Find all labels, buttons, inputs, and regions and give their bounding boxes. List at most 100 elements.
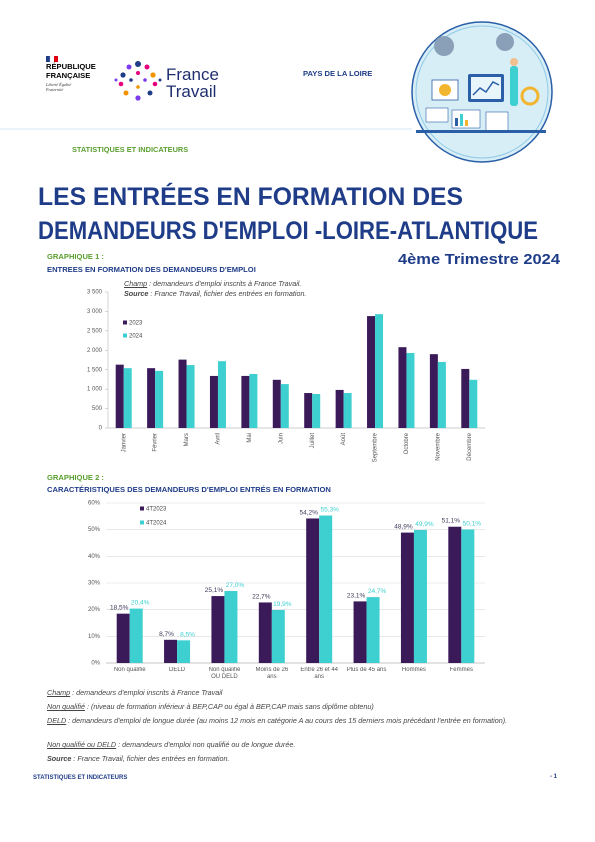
value-label: 23,1% [347, 592, 366, 599]
bar [155, 370, 164, 428]
value-label: 25,1% [205, 587, 224, 594]
y-tick-label: 40% [88, 554, 101, 560]
bar [164, 639, 178, 663]
bar [437, 361, 446, 428]
y-tick-label: 10% [88, 634, 101, 640]
note-text: : France Travail, fichier des entrées en… [71, 754, 230, 763]
legend-label: 2023 [129, 321, 143, 327]
note-text: : France Travail, fichier des entrées en… [148, 289, 307, 298]
bar [335, 389, 344, 428]
footnote: Champ : demandeurs d'emploi inscrits à F… [47, 688, 547, 698]
value-label: 22,7% [252, 593, 271, 600]
x-tick-label-box: DELD [169, 667, 186, 673]
x-tick-label: Janvier [121, 433, 127, 452]
y-tick-label: 1 500 [87, 367, 103, 373]
x-tick-label-box: Non qualifié [114, 667, 146, 673]
value-label: 51,1% [442, 518, 461, 525]
x-tick-label: Décembre [467, 432, 473, 460]
value-label: 18,5% [110, 605, 129, 612]
chart-label: GRAPHIQUE 2 : [47, 473, 104, 482]
y-tick-label: 30% [88, 581, 101, 587]
bar [177, 640, 191, 663]
y-tick-label: 3 500 [87, 290, 103, 296]
footnote: Source : France Travail, fichier des ent… [47, 754, 547, 764]
x-tick-label: Non qualifié OU DELD [208, 667, 241, 680]
region: PAYS DE LA LOIRE [303, 69, 373, 78]
bar [217, 361, 226, 428]
value-label: 49,9% [415, 521, 434, 528]
x-tick-label-box: Femmes [450, 667, 473, 673]
chart-note: Champ : demandeurs d'emploi inscrits à F… [124, 279, 301, 289]
bar [343, 393, 352, 428]
x-tick-label: Plus de 45 ans [346, 667, 387, 673]
note-term: Non qualifié ou DELD [47, 740, 117, 749]
x-tick-label: Novembre [435, 432, 441, 460]
marianne-logo [46, 55, 58, 63]
bar [353, 601, 367, 663]
value-label: 27,0% [226, 582, 245, 589]
republique: RÉPUBLIQUE FRANÇAISE [46, 62, 96, 80]
x-tick-label: Février [153, 433, 159, 452]
bar [319, 515, 333, 663]
period: 4ème Trimestre 2024 [398, 251, 561, 268]
note-term: Source [124, 289, 149, 298]
x-tick-label-box: Plus de 45 ans [346, 667, 387, 673]
x-tick-label-box: Hommes [401, 667, 426, 673]
y-tick-label: 3 000 [87, 309, 103, 315]
bar [413, 529, 427, 663]
illustration [411, 21, 553, 163]
y-tick-label: 0 [99, 426, 103, 432]
bar [312, 394, 321, 428]
x-tick-label: Hommes [401, 667, 426, 673]
legend-swatch [123, 333, 127, 338]
bar [366, 597, 380, 663]
y-tick-label: 500 [92, 406, 103, 412]
note-term: Source [47, 754, 72, 763]
note-text: : demandeurs d'emploi non qualifié ou de… [116, 740, 296, 749]
x-tick-label: Entre 26 et 44 ans [300, 667, 339, 680]
footnote: Non qualifié ou DELD : demandeurs d'empl… [47, 740, 547, 750]
value-label: 20,4% [131, 600, 150, 607]
legend-swatch [123, 320, 127, 325]
bar [448, 526, 462, 663]
devise: Liberté Égalité Fraternité [46, 82, 72, 92]
chart-label: GRAPHIQUE 1 : [47, 252, 104, 261]
y-tick-label: 2 500 [87, 328, 103, 334]
x-tick-label: Juin [278, 433, 284, 444]
page-number: - 1 [550, 774, 558, 780]
chart-title: ENTREES EN FORMATION DES DEMANDEURS D'EM… [47, 265, 256, 274]
bar [209, 375, 218, 428]
y-tick-label: 60% [88, 501, 101, 507]
x-tick-label: Octobre [404, 432, 410, 454]
footnote: Non qualifié : (niveau de formation infé… [47, 702, 547, 712]
bar [271, 609, 285, 663]
value-label: 54,2% [299, 509, 318, 516]
x-tick-label: Mai [247, 433, 253, 443]
value-label: 48,9% [394, 524, 413, 531]
x-tick-label: Mars [184, 433, 190, 446]
chart-title: CARACTÉRISTIQUES DES DEMANDEURS D'EMPLOI… [47, 485, 331, 494]
note-term: Champ [124, 279, 148, 288]
bar [178, 359, 187, 428]
x-tick-label: Septembre [373, 432, 379, 462]
legend-label: 2024 [129, 334, 143, 340]
note-text: : (niveau de formation inférieur à BEP,C… [84, 702, 374, 711]
section: STATISTIQUES ET INDICATEURS [72, 145, 189, 154]
bar [304, 393, 313, 428]
bar [115, 364, 124, 428]
bar [280, 384, 289, 428]
bar [129, 608, 143, 663]
bar [398, 347, 407, 428]
brand-logo [114, 61, 162, 101]
x-tick-label: Juillet [310, 433, 316, 449]
note-term: Champ [47, 688, 71, 697]
value-label: 19,9% [273, 601, 292, 608]
y-tick-label: 20% [88, 607, 101, 613]
y-tick-label: 0% [91, 661, 100, 667]
footer-section: STATISTIQUES ET INDICATEURS [33, 775, 128, 781]
y-tick-label: 2 000 [87, 348, 103, 354]
x-tick-label: DELD [169, 667, 186, 673]
bar [186, 365, 195, 428]
legend-swatch [140, 506, 144, 511]
